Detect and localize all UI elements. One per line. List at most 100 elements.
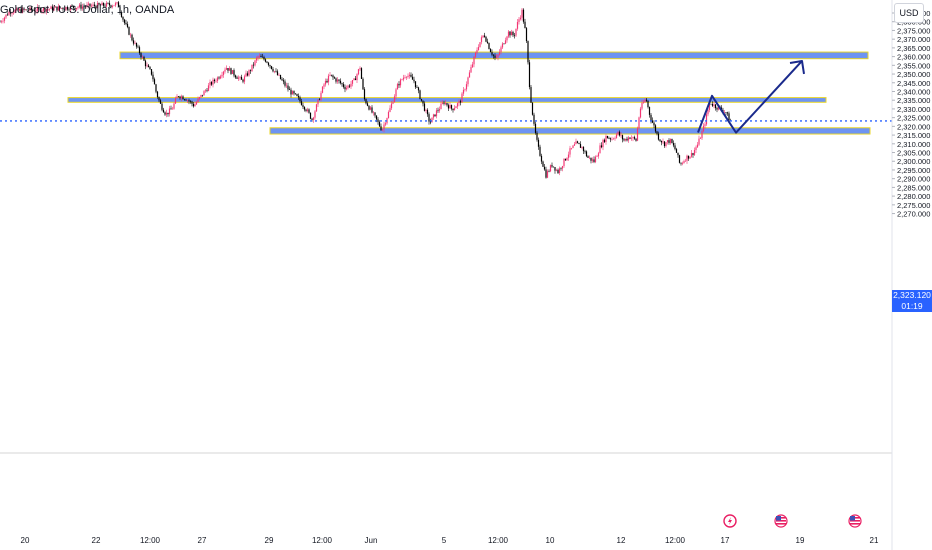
candle-body — [687, 155, 690, 159]
candle-body — [105, 2, 108, 7]
candle-body — [252, 64, 255, 66]
candle-body — [374, 112, 376, 116]
candle-body — [501, 43, 504, 48]
x-tick-label: 22 — [92, 536, 101, 545]
candle-body — [471, 64, 474, 68]
candle-body — [390, 103, 393, 109]
candle-body — [329, 74, 331, 76]
candle-body — [53, 7, 55, 11]
candle-body — [308, 109, 310, 113]
y-tick-label: 2,280.000 — [897, 192, 930, 201]
candle-body — [165, 112, 168, 115]
candle-body — [209, 82, 211, 86]
candle-body — [420, 98, 423, 101]
candle-body — [201, 94, 204, 96]
candle-body — [689, 156, 691, 159]
candle-body — [132, 40, 135, 44]
candle-body — [288, 89, 291, 91]
candle-body — [174, 98, 177, 104]
candle-body — [692, 153, 694, 155]
candle-body — [276, 71, 279, 76]
candle-body — [269, 65, 271, 67]
candle-body — [297, 96, 300, 98]
candle-body — [611, 139, 613, 140]
candle-body — [387, 112, 390, 119]
candle-body — [200, 94, 202, 98]
candle-body — [492, 54, 495, 56]
candle-body — [104, 5, 106, 7]
candle-body — [257, 56, 259, 59]
candle-body — [348, 85, 351, 87]
candle-body — [534, 123, 537, 133]
candle-body — [26, 9, 28, 11]
candle-body — [372, 112, 375, 114]
candle-body — [300, 101, 303, 106]
candle-body — [129, 34, 132, 36]
candle-body — [432, 114, 435, 118]
x-tick-label: 29 — [265, 536, 274, 545]
candle-body — [335, 78, 337, 82]
candle-body — [540, 155, 543, 162]
candle-body — [264, 59, 267, 62]
x-tick-label: 17 — [721, 536, 730, 545]
candle-body — [383, 124, 385, 130]
candle-body — [479, 42, 481, 48]
candle-body — [581, 146, 583, 148]
candle-body — [587, 156, 589, 158]
candle-body — [594, 156, 597, 162]
candle-body — [504, 40, 507, 44]
candle-body — [476, 50, 478, 53]
candle-body — [170, 108, 172, 110]
candle-body — [95, 6, 97, 9]
y-tick-label: 2,325.000 — [897, 114, 930, 123]
candle-body — [155, 84, 157, 92]
candle-body — [728, 113, 730, 121]
us-flag-icon[interactable] — [848, 514, 862, 528]
candle-body — [116, 2, 118, 4]
currency-button[interactable]: USD — [894, 3, 924, 23]
candle-body — [482, 35, 484, 38]
candle-body — [50, 6, 52, 9]
candle-body — [333, 77, 336, 79]
candle-body — [12, 12, 15, 14]
candle-body — [413, 79, 415, 82]
candle-body — [516, 22, 519, 29]
candle-body — [59, 6, 61, 9]
candle-body — [135, 42, 138, 47]
candle-body — [428, 114, 430, 122]
candle-body — [108, 3, 111, 6]
us-flag-icon[interactable] — [774, 514, 788, 528]
candle-body — [86, 4, 88, 7]
candle-body — [600, 145, 603, 148]
lightning-icon[interactable] — [723, 514, 737, 528]
candle-body — [462, 89, 465, 94]
candle-body — [711, 104, 714, 106]
candle-body — [141, 56, 144, 58]
candle-body — [623, 139, 625, 141]
candle-body — [723, 112, 726, 113]
candle-body — [5, 14, 7, 18]
candle-body — [708, 103, 711, 110]
candle-body — [668, 140, 670, 143]
candle-body — [537, 139, 540, 147]
candle-body — [666, 140, 669, 143]
candle-body — [642, 102, 645, 103]
candle-body — [119, 7, 121, 13]
candle-body — [500, 47, 502, 53]
candle-body — [315, 104, 318, 112]
chart-title: Gold Spot / U.S. Dollar, 1h, OANDA — [0, 4, 175, 16]
candle-body — [380, 126, 382, 131]
candle-body — [596, 156, 598, 157]
y-tick-label: 2,340.000 — [897, 87, 930, 96]
x-axis: 20 22 12:00 27 29 12:00 Jun 5 12:00 10 12 12:00 17 19… — [21, 536, 879, 545]
candle-body — [411, 76, 414, 80]
candle-body — [215, 80, 217, 82]
candle-body — [618, 131, 621, 136]
candle-body — [98, 3, 100, 5]
candle-body — [140, 53, 142, 58]
candle-body — [213, 79, 216, 82]
candle-body — [164, 112, 166, 115]
candle-body — [717, 106, 720, 110]
candle-body — [710, 103, 712, 105]
projection-path — [697, 60, 803, 134]
